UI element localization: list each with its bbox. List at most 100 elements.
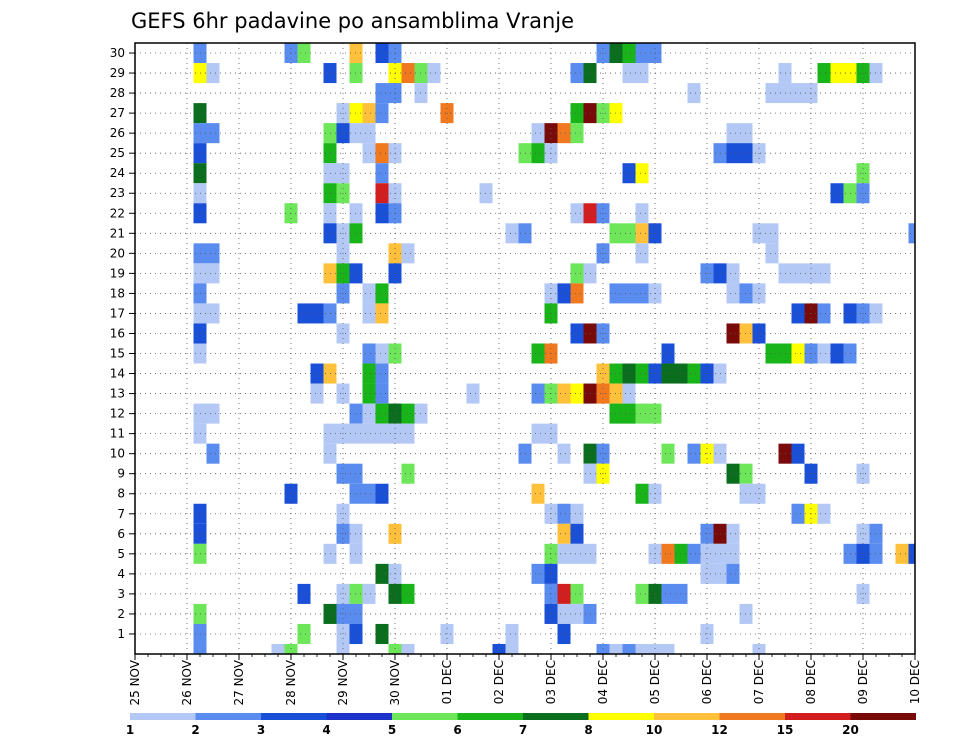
colorbar-label: 8: [584, 723, 592, 737]
heatmap-cell: [726, 523, 740, 544]
heatmap-cell: [505, 623, 519, 644]
heatmap-cell: [622, 223, 636, 244]
heatmap-cell: [557, 583, 571, 604]
heatmap-cell: [362, 483, 376, 504]
heatmap-cell: [791, 443, 805, 464]
y-tick-label: 4: [117, 567, 125, 581]
heatmap-cell: [765, 223, 779, 244]
y-tick-label: 27: [110, 106, 125, 120]
heatmap-cell: [817, 503, 831, 524]
heatmap-cell: [297, 583, 311, 604]
heatmap-cell: [635, 203, 649, 224]
heatmap-cell: [362, 583, 376, 604]
x-tick-label: 26 NOV: [180, 659, 194, 705]
heatmap-cell: [427, 63, 441, 84]
colorbar-swatch: [523, 713, 589, 720]
heatmap-cell: [375, 423, 389, 444]
heatmap-cell: [401, 643, 415, 654]
colorbar-swatch: [588, 713, 654, 720]
y-tick-label: 30: [110, 46, 125, 60]
heatmap-cell: [570, 543, 584, 564]
colorbar-label: 7: [519, 723, 527, 737]
heatmap-cell: [661, 543, 675, 564]
heatmap-cell: [791, 503, 805, 524]
heatmap-cell: [635, 643, 649, 654]
chart-title: GEFS 6hr padavine po ansamblima Vranje: [131, 9, 574, 33]
heatmap-cell: [206, 243, 220, 264]
heatmap-cell: [908, 543, 915, 564]
heatmap-cell: [791, 303, 805, 324]
x-tick-label: 28 NOV: [284, 659, 298, 705]
heatmap-cell: [375, 483, 389, 504]
heatmap-cell: [791, 263, 805, 284]
heatmap-cell: [570, 523, 584, 544]
x-tick-label: 27 NOV: [232, 659, 246, 705]
heatmap-cell: [297, 43, 311, 64]
heatmap-cell: [401, 63, 415, 84]
colorbar-label: 4: [322, 723, 330, 737]
y-tick-label: 13: [110, 387, 125, 401]
heatmap-cell: [570, 283, 584, 304]
heatmap-cell: [622, 643, 636, 654]
heatmap-cell: [687, 543, 701, 564]
heatmap-cell: [661, 343, 675, 364]
heatmap-cell: [635, 243, 649, 264]
heatmap-cell: [570, 603, 584, 624]
heatmap-cell: [531, 123, 545, 144]
heatmap-cell: [466, 383, 480, 404]
heatmap-cell: [375, 383, 389, 404]
y-tick-label: 23: [110, 186, 125, 200]
y-tick-label: 11: [110, 427, 125, 441]
heatmap-cell: [570, 383, 584, 404]
heatmap-cell: [375, 143, 389, 164]
heatmap-cell: [830, 183, 844, 204]
colorbar-label: 1: [126, 723, 134, 737]
colorbar-label: 2: [191, 723, 199, 737]
heatmap-cell: [622, 63, 636, 84]
heatmap-cell: [895, 543, 909, 564]
colorbar-swatch: [719, 713, 785, 720]
heatmap-cell: [622, 383, 636, 404]
colorbar-label: 5: [388, 723, 396, 737]
heatmap-cell: [687, 83, 701, 104]
colorbar-swatch: [326, 713, 392, 720]
heatmap-cell: [765, 243, 779, 264]
heatmap-cell: [622, 283, 636, 304]
heatmap-cell: [375, 563, 389, 584]
heatmap-cell: [661, 643, 675, 654]
colorbar-label: 20: [842, 723, 859, 737]
heatmap-cell: [401, 403, 415, 424]
grid-lines: [134, 43, 916, 654]
heatmap-cell: [310, 383, 324, 404]
heatmap-cell: [570, 123, 584, 144]
heatmap-cell: [908, 223, 915, 244]
y-tick-label: 12: [110, 407, 125, 421]
heatmap-cell: [401, 463, 415, 484]
heatmap-cell: [206, 303, 220, 324]
y-tick-label: 3: [117, 587, 125, 601]
heatmap-cell: [830, 343, 844, 364]
heatmap-cell: [375, 183, 389, 204]
heatmap-cell: [557, 383, 571, 404]
x-tick-label: 25 NOV: [128, 659, 142, 705]
heatmap-cell: [375, 363, 389, 384]
y-tick-label: 24: [110, 166, 125, 180]
heatmap-cell: [570, 103, 584, 124]
heatmap-cell: [687, 363, 701, 384]
colorbar-label: 12: [711, 723, 728, 737]
y-tick-label: 20: [110, 246, 125, 260]
heatmap-cell: [570, 583, 584, 604]
y-axis-ticks: 1234567891011121314151617181920212223242…: [110, 46, 135, 641]
heatmap-cell: [557, 523, 571, 544]
x-tick-label: 10 DEC: [908, 660, 922, 704]
y-tick-label: 15: [110, 347, 125, 361]
heatmap-cell: [557, 443, 571, 464]
heatmap-cell: [362, 103, 376, 124]
y-tick-label: 29: [110, 66, 125, 80]
heatmap-cell: [557, 123, 571, 144]
heatmap-cell: [531, 343, 545, 364]
x-axis-ticks: 25 NOV 26 NOV 27 NOV 28 NOV 29 NOV 30 NOV 01 D…: [128, 654, 922, 706]
colorbar-label: 6: [453, 723, 461, 737]
